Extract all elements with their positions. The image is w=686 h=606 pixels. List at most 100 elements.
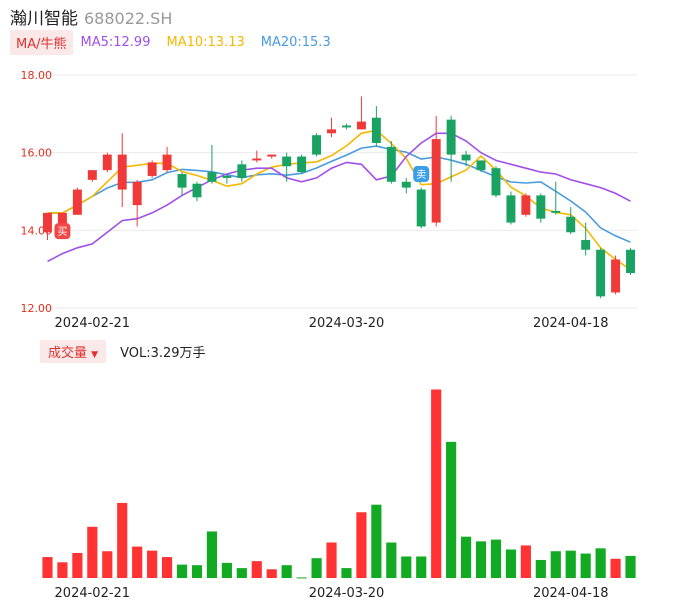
volume-bar — [490, 539, 502, 578]
candlestick — [237, 160, 247, 182]
candle-body — [237, 164, 247, 178]
candle-body — [521, 195, 531, 215]
candlestick — [192, 181, 202, 202]
volume-bar — [266, 569, 277, 578]
candle-body — [42, 212, 52, 233]
candle-body — [356, 121, 366, 130]
candle-body — [611, 259, 621, 293]
candle-body — [267, 154, 277, 157]
volume-bar — [550, 551, 561, 578]
candle-body — [312, 135, 322, 155]
candlestick — [401, 177, 411, 194]
candle-body — [431, 139, 441, 223]
candlestick — [611, 255, 621, 295]
volume-bar — [147, 550, 158, 578]
volume-bar — [535, 559, 546, 578]
ma5-line — [47, 132, 631, 263]
candlestick — [521, 193, 531, 217]
candle-body — [551, 210, 561, 213]
volume-bar — [87, 526, 98, 578]
ma5-label: MA5:12.99 — [80, 34, 151, 50]
sell-marker: 卖 — [413, 166, 430, 183]
x-tick-label: 2024-03-20 — [309, 316, 385, 331]
candle-body — [222, 175, 232, 178]
volume-bar — [356, 512, 367, 578]
volume-selector-button[interactable]: 成交量 ▼ — [40, 339, 107, 363]
candle-body — [147, 162, 157, 176]
candle-body — [87, 170, 97, 180]
candle-body — [57, 212, 67, 231]
candle-body — [461, 154, 471, 161]
candlestick — [581, 222, 591, 256]
candlestick — [491, 166, 501, 198]
volume-bar — [42, 557, 53, 578]
volume-bar — [460, 536, 472, 578]
volume-bar — [475, 541, 487, 578]
candle-body — [476, 160, 486, 171]
candlesticks — [42, 96, 636, 299]
candle-body — [506, 195, 516, 223]
candle-body — [252, 158, 262, 161]
y-tick-label: 18.00 — [21, 69, 53, 82]
volume-bar — [431, 389, 442, 578]
ma10-line — [47, 129, 631, 271]
candlestick — [207, 144, 217, 184]
candlestick — [297, 154, 307, 175]
candlestick — [446, 115, 456, 182]
candlestick — [416, 187, 426, 229]
volume-bar — [625, 555, 636, 578]
volume-bar — [296, 577, 307, 579]
candlestick — [147, 160, 157, 178]
candle-body — [581, 240, 591, 250]
y-tick-label: 16.00 — [21, 147, 53, 160]
volume-bar — [341, 568, 352, 578]
candle-body — [371, 117, 381, 143]
volume-value-label: VOL:3.29万手 — [120, 345, 206, 361]
candlestick — [431, 115, 441, 227]
volume-bar — [401, 556, 412, 578]
volume-bar — [72, 552, 83, 578]
candlestick — [356, 96, 366, 130]
candle-body — [192, 183, 202, 198]
candlestick — [536, 193, 546, 223]
trade-markers: 买卖 — [54, 166, 430, 240]
candlestick — [386, 141, 396, 184]
candle-body — [207, 172, 217, 182]
candle-body — [491, 168, 501, 196]
volume-bar — [386, 542, 397, 578]
candlestick — [177, 172, 187, 196]
stock-header: 瀚川智能 688022.SH — [10, 4, 173, 29]
candlestick — [327, 117, 337, 138]
volume-bar — [236, 568, 247, 578]
volume-bar — [311, 558, 322, 578]
candlestick — [626, 247, 636, 275]
price-grid — [40, 74, 638, 309]
stock-code: 688022.SH — [84, 9, 173, 28]
x-tick-label: 2024-02-21 — [55, 586, 131, 601]
volume-bar — [281, 565, 292, 578]
candlestick — [72, 187, 82, 215]
volume-bar — [565, 550, 576, 578]
sell-marker-bg — [413, 166, 430, 183]
volume-bar — [580, 553, 591, 578]
candlestick — [42, 212, 52, 241]
candlestick — [87, 170, 97, 182]
candle-body — [117, 154, 127, 190]
buy-marker-bg — [54, 223, 71, 240]
candle-body — [102, 154, 112, 171]
candlestick — [341, 123, 351, 130]
x-tick-label: 2024-04-18 — [533, 586, 609, 601]
candle-body — [626, 249, 636, 274]
candle-body — [596, 249, 606, 297]
volume-bar — [610, 558, 621, 578]
candle-body — [536, 195, 546, 219]
volume-selector-label: 成交量 — [48, 345, 88, 361]
volume-bar — [161, 557, 173, 578]
candlestick — [312, 133, 322, 157]
buy-marker: 买 — [54, 223, 71, 240]
ma-selector-button[interactable]: MA/牛熊 — [10, 29, 73, 55]
candle-body — [282, 156, 292, 167]
candle-body — [162, 154, 172, 171]
candlestick — [566, 207, 576, 235]
